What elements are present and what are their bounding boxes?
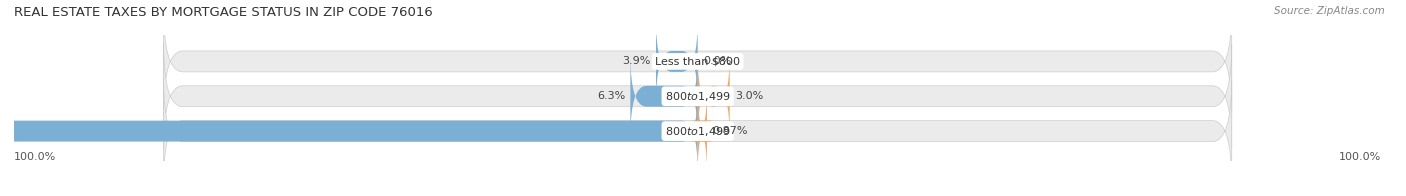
Text: Source: ZipAtlas.com: Source: ZipAtlas.com [1274, 6, 1385, 16]
Text: 6.3%: 6.3% [596, 91, 626, 101]
Text: 0.0%: 0.0% [703, 56, 731, 66]
Text: Less than $800: Less than $800 [655, 56, 740, 66]
Text: 100.0%: 100.0% [1339, 152, 1381, 162]
Text: 3.0%: 3.0% [735, 91, 763, 101]
Text: $800 to $1,499: $800 to $1,499 [665, 90, 731, 103]
FancyBboxPatch shape [657, 20, 697, 103]
FancyBboxPatch shape [690, 89, 714, 173]
FancyBboxPatch shape [697, 54, 730, 138]
FancyBboxPatch shape [163, 9, 1232, 114]
Text: 100.0%: 100.0% [14, 152, 56, 162]
Text: REAL ESTATE TAXES BY MORTGAGE STATUS IN ZIP CODE 76016: REAL ESTATE TAXES BY MORTGAGE STATUS IN … [14, 6, 433, 19]
FancyBboxPatch shape [163, 44, 1232, 149]
FancyBboxPatch shape [630, 54, 697, 138]
FancyBboxPatch shape [0, 89, 697, 173]
Text: $800 to $1,499: $800 to $1,499 [665, 125, 731, 138]
Text: 3.9%: 3.9% [623, 56, 651, 66]
FancyBboxPatch shape [163, 79, 1232, 183]
Text: 0.87%: 0.87% [713, 126, 748, 136]
